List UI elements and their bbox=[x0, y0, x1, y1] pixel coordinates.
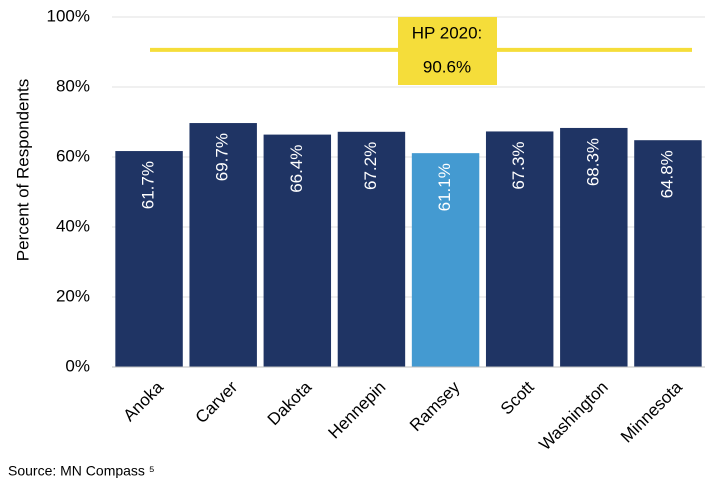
target-label: HP 2020: bbox=[412, 23, 483, 42]
x-tick-label: Scott bbox=[497, 377, 538, 418]
data-label: 61.1% bbox=[435, 163, 454, 211]
data-label: 61.7% bbox=[139, 161, 158, 209]
data-label: 64.8% bbox=[657, 150, 676, 198]
target-value: 90.6% bbox=[423, 57, 471, 76]
bar bbox=[189, 123, 257, 367]
target-box bbox=[398, 17, 497, 85]
y-tick-label: 60% bbox=[56, 146, 90, 165]
source: Source: MN Compass ⁵ bbox=[8, 463, 155, 478]
y-tick-label: 0% bbox=[65, 356, 90, 375]
y-tick-label: 20% bbox=[56, 286, 90, 305]
bar bbox=[411, 153, 480, 367]
data-label: 68.3% bbox=[583, 138, 602, 186]
x-tick-label: Hennepin bbox=[325, 378, 390, 443]
data-label: 66.4% bbox=[287, 145, 306, 193]
data-label: 69.7% bbox=[213, 133, 232, 181]
x-tick-label: Washington bbox=[535, 378, 611, 454]
data-label: 67.3% bbox=[509, 141, 528, 189]
bar bbox=[337, 131, 406, 367]
y-tick-label: 100% bbox=[47, 6, 90, 25]
bar bbox=[485, 131, 554, 367]
bar bbox=[634, 140, 702, 367]
bar bbox=[560, 127, 628, 367]
y-tick-label: 40% bbox=[56, 216, 90, 235]
x-tick-label: Ramsey bbox=[406, 377, 464, 435]
y-tick-label: 80% bbox=[56, 76, 90, 95]
x-tick-label: Anoka bbox=[120, 377, 168, 425]
data-label: 67.2% bbox=[361, 142, 380, 190]
x-tick-label: Dakota bbox=[264, 377, 316, 429]
y-axis-label: Percent of Respondents bbox=[13, 79, 32, 261]
x-tick-label: Minnesota bbox=[617, 377, 686, 446]
bar bbox=[115, 151, 183, 367]
bar bbox=[263, 134, 332, 367]
x-tick-label: Carver bbox=[192, 377, 242, 427]
